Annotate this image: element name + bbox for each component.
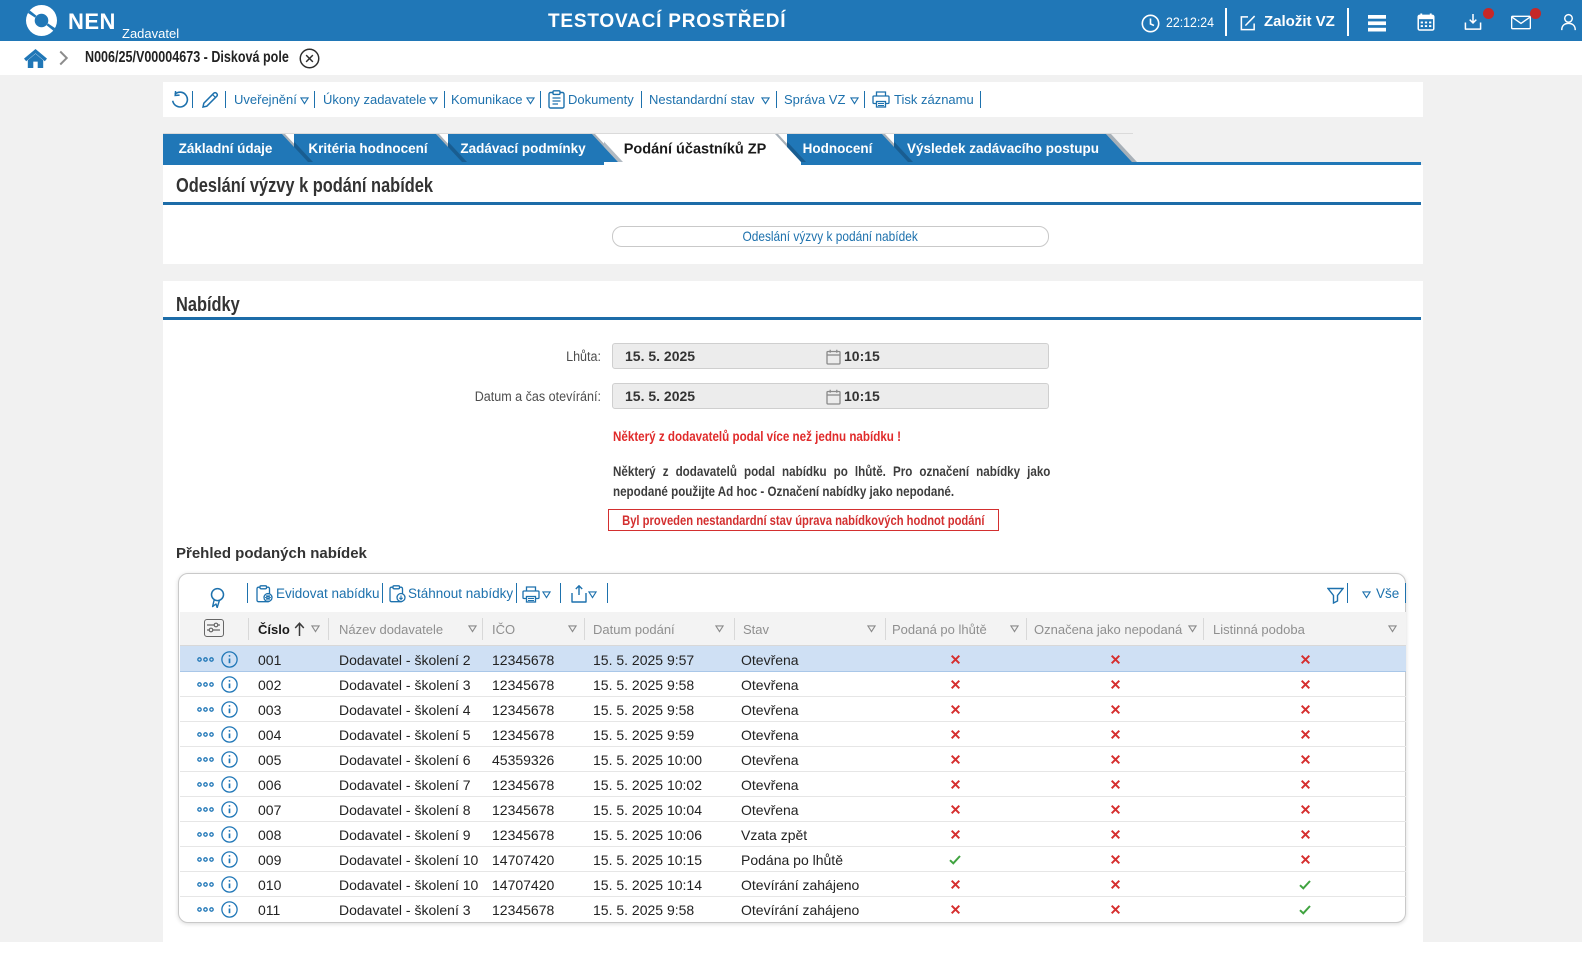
svg-text:Zadávací podmínky: Zadávací podmínky <box>460 141 586 156</box>
svg-text:Výsledek zadávacího postupu: Výsledek zadávacího postupu <box>907 141 1099 156</box>
svg-text:Základní údaje: Základní údaje <box>179 141 273 156</box>
svg-text:Podání účastníků ZP: Podání účastníků ZP <box>624 142 767 158</box>
svg-text:Kritéria hodnocení: Kritéria hodnocení <box>308 141 429 156</box>
svg-text:Hodnocení: Hodnocení <box>803 141 874 156</box>
